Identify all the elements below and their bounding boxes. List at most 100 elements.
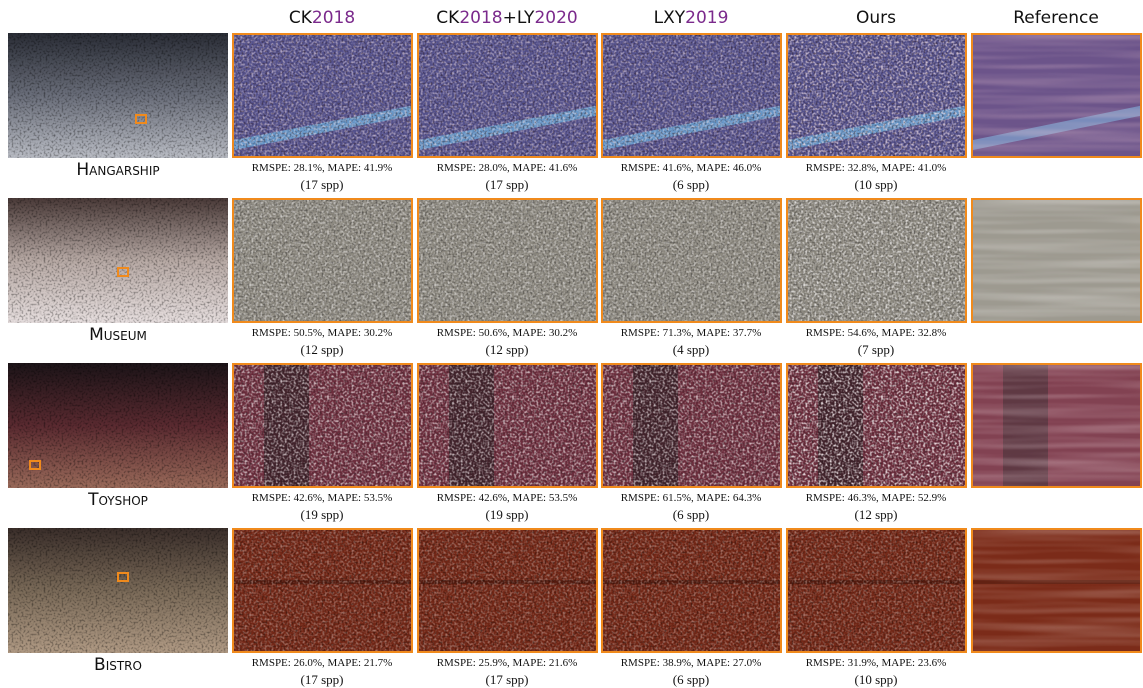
thumbnail-texture <box>8 198 228 323</box>
crop-tint <box>234 35 413 158</box>
reference-tint <box>973 365 1142 488</box>
method-crop <box>786 363 967 488</box>
crop-tint <box>788 530 967 653</box>
error-metrics: RMSPE: 28.1%, MAPE: 41.9% <box>230 162 414 174</box>
thumbnail-image <box>8 33 228 158</box>
crop-tint <box>234 365 413 488</box>
reference-tint <box>973 530 1142 653</box>
scene-thumbnail <box>8 528 228 653</box>
citation: 2018 <box>459 8 502 28</box>
error-metrics: RMSPE: 71.3%, MAPE: 37.7% <box>599 327 783 339</box>
crop-tint <box>419 365 598 488</box>
crop-image <box>419 530 598 653</box>
crop-image <box>973 530 1142 653</box>
crop-image <box>419 200 598 323</box>
scene-thumbnail <box>8 363 228 488</box>
samples-per-pixel: (12 spp) <box>784 507 968 523</box>
samples-per-pixel: (17 spp) <box>230 672 414 688</box>
method-crop <box>786 33 967 158</box>
column-header: Ours <box>784 8 968 28</box>
crop-image <box>603 35 782 158</box>
crop-image <box>603 530 782 653</box>
samples-per-pixel: (19 spp) <box>230 507 414 523</box>
method-crop <box>232 198 413 323</box>
column-header: Reference <box>969 8 1143 28</box>
reference-crop <box>971 363 1142 488</box>
crop-tint <box>234 530 413 653</box>
crop-image <box>234 35 413 158</box>
samples-per-pixel: (7 spp) <box>784 342 968 358</box>
samples-per-pixel: (12 spp) <box>230 342 414 358</box>
samples-per-pixel: (19 spp) <box>415 507 599 523</box>
scene-name: Toyshop <box>8 490 228 510</box>
samples-per-pixel: (17 spp) <box>415 177 599 193</box>
crop-tint <box>419 530 598 653</box>
column-header: CK2018+LY2020 <box>415 8 599 28</box>
crop-tint <box>788 200 967 323</box>
crop-tint <box>419 200 598 323</box>
error-metrics: RMSPE: 32.8%, MAPE: 41.0% <box>784 162 968 174</box>
crop-tint <box>603 200 782 323</box>
crop-image <box>788 530 967 653</box>
crop-image <box>788 35 967 158</box>
samples-per-pixel: (6 spp) <box>599 507 783 523</box>
thumbnail-texture <box>8 528 228 653</box>
crop-image <box>788 365 967 488</box>
error-metrics: RMSPE: 26.0%, MAPE: 21.7% <box>230 657 414 669</box>
reference-crop <box>971 198 1142 323</box>
samples-per-pixel: (17 spp) <box>230 177 414 193</box>
error-metrics: RMSPE: 50.5%, MAPE: 30.2% <box>230 327 414 339</box>
crop-tint <box>603 365 782 488</box>
error-metrics: RMSPE: 50.6%, MAPE: 30.2% <box>415 327 599 339</box>
crop-image <box>603 200 782 323</box>
method-name: +LY <box>503 8 535 28</box>
error-metrics: RMSPE: 61.5%, MAPE: 64.3% <box>599 492 783 504</box>
error-metrics: RMSPE: 25.9%, MAPE: 21.6% <box>415 657 599 669</box>
column-header: LXY2019 <box>599 8 783 28</box>
crop-image <box>603 365 782 488</box>
crop-tint <box>234 200 413 323</box>
method-name: CK <box>289 8 312 28</box>
crop-image <box>234 365 413 488</box>
citation: 2019 <box>685 8 728 28</box>
error-metrics: RMSPE: 41.6%, MAPE: 46.0% <box>599 162 783 174</box>
crop-image <box>973 200 1142 323</box>
method-name: LXY <box>654 8 686 28</box>
reference-crop <box>971 528 1142 653</box>
method-crop <box>417 33 598 158</box>
error-metrics: RMSPE: 38.9%, MAPE: 27.0% <box>599 657 783 669</box>
scene-thumbnail <box>8 198 228 323</box>
samples-per-pixel: (10 spp) <box>784 177 968 193</box>
method-crop <box>417 198 598 323</box>
method-crop <box>417 528 598 653</box>
thumbnail-image <box>8 363 228 488</box>
method-crop <box>232 363 413 488</box>
method-crop <box>601 198 782 323</box>
method-crop <box>601 363 782 488</box>
crop-tint <box>788 365 967 488</box>
scene-thumbnail <box>8 33 228 158</box>
crop-image <box>973 35 1142 158</box>
method-crop <box>786 198 967 323</box>
crop-image <box>788 200 967 323</box>
citation: 2018 <box>312 8 355 28</box>
samples-per-pixel: (6 spp) <box>599 177 783 193</box>
crop-image <box>234 200 413 323</box>
method-name: CK <box>436 8 459 28</box>
thumbnail-texture <box>8 33 228 158</box>
crop-tint <box>788 35 967 158</box>
samples-per-pixel: (6 spp) <box>599 672 783 688</box>
method-name: Ours <box>856 8 896 28</box>
scene-name: Bistro <box>8 655 228 675</box>
crop-image <box>419 365 598 488</box>
method-crop <box>232 33 413 158</box>
method-name: Reference <box>1013 8 1099 28</box>
error-metrics: RMSPE: 42.6%, MAPE: 53.5% <box>415 492 599 504</box>
samples-per-pixel: (17 spp) <box>415 672 599 688</box>
reference-tint <box>973 35 1142 158</box>
error-metrics: RMSPE: 46.3%, MAPE: 52.9% <box>784 492 968 504</box>
method-crop <box>786 528 967 653</box>
method-crop <box>417 363 598 488</box>
error-metrics: RMSPE: 42.6%, MAPE: 53.5% <box>230 492 414 504</box>
crop-image <box>234 530 413 653</box>
